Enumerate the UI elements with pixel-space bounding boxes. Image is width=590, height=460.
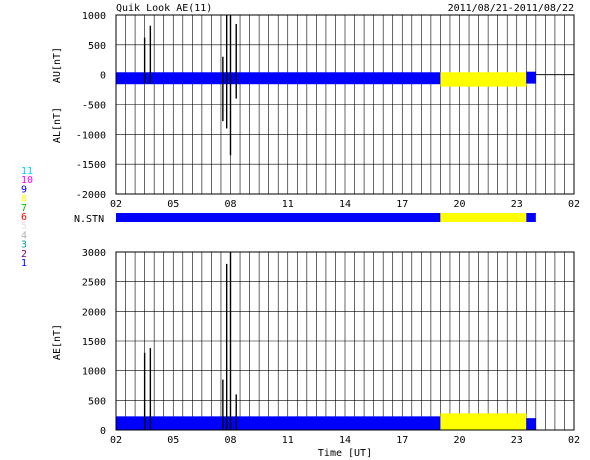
panel-frame (115, 251, 575, 431)
au-al-panel: 1000 500 0 -500 -1000 -1500 -2000 02 05 08 11 14 17 2… (52, 11, 580, 210)
x-tick-label: 17 (396, 435, 408, 446)
legend-label-6: 6 (21, 212, 27, 223)
x-tick-label: 05 (167, 199, 179, 210)
x-tick-label: 17 (396, 199, 408, 210)
y-tick-label: 0 (100, 426, 106, 437)
x-tick-label: 08 (224, 435, 236, 446)
legend-label-3: 3 (21, 240, 27, 251)
x-tick-label: 23 (511, 199, 523, 210)
legend-label-8: 8 (21, 194, 27, 205)
y-tick-label: 1000 (82, 367, 106, 378)
date-range: 2011/08/21-2011/08/22 (448, 3, 574, 14)
chart-title: Quik Look AE(11) (116, 3, 212, 14)
legend-label-10: 10 (21, 175, 33, 186)
data-band-blue (526, 71, 536, 84)
data-band-blue (526, 418, 536, 430)
y-tick-label: -1000 (76, 130, 106, 141)
y-axis-label-ae: AE[nT] (52, 324, 63, 360)
data-band-yellow (440, 413, 527, 430)
y-axis-label-au: AU[nT] (52, 47, 63, 83)
x-tick-label: 05 (167, 435, 179, 446)
y-tick-label: 2000 (82, 307, 106, 318)
data-band-blue (116, 72, 441, 85)
y-tick-label: 500 (88, 396, 106, 407)
y-axis-label-al: AL[nT] (52, 107, 63, 143)
legend-label-11: 11 (21, 166, 33, 177)
legend-label-7: 7 (21, 203, 27, 214)
legend-label-2: 2 (21, 249, 27, 260)
x-tick-label: 02 (568, 199, 580, 210)
legend-label-9: 9 (21, 184, 27, 195)
y-tick-label: 2500 (82, 278, 106, 289)
y-tick-label: -2000 (76, 190, 106, 201)
x-tick-label: 20 (453, 199, 465, 210)
x-axis-label: Time [UT] (318, 448, 372, 459)
x-tick-label: 20 (453, 435, 465, 446)
y-tick-label: 500 (88, 41, 106, 52)
station-count-panel: N.STN (74, 213, 536, 225)
legend-label-5: 5 (21, 221, 27, 232)
y-tick-label: 0 (100, 71, 106, 82)
y-tick-label: 1000 (82, 11, 106, 22)
ae-panel: 3000 2500 2000 1500 1000 500 0 02 05 08 11 14 17 20 23… (52, 248, 580, 446)
x-tick-label: 14 (339, 435, 351, 446)
panel-frame (115, 14, 575, 195)
legend-label-4: 4 (21, 230, 27, 241)
x-tick-label: 11 (282, 199, 294, 210)
y-tick-label: 1500 (82, 337, 106, 348)
x-tick-label: 02 (110, 435, 122, 446)
station-band-blue (116, 213, 441, 222)
x-tick-label: 02 (568, 435, 580, 446)
x-tick-label: 08 (224, 199, 236, 210)
station-band-yellow (440, 213, 527, 222)
legend-label-1: 1 (21, 258, 27, 269)
y-tick-label: -500 (82, 101, 106, 112)
x-tick-label: 23 (511, 435, 523, 446)
station-band-blue (526, 213, 536, 222)
y-tick-label: -1500 (76, 160, 106, 171)
x-tick-label: 11 (282, 435, 294, 446)
station-panel-label: N.STN (74, 214, 104, 225)
x-tick-label: 02 (110, 199, 122, 210)
data-band-blue (116, 416, 441, 430)
y-tick-label: 3000 (82, 248, 106, 259)
data-band-yellow (440, 72, 527, 87)
x-tick-label: 14 (339, 199, 351, 210)
